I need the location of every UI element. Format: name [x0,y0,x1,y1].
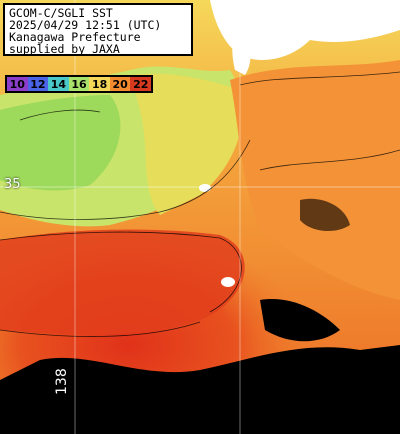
kuroshio-core [0,229,245,335]
legend-label: 14 [50,77,67,91]
info-box: GCOM-C/SGLI SST 2025/04/29 12:51 (UTC) K… [3,3,193,56]
legend-label: 10 [9,77,25,91]
latitude-label: 35 [4,177,21,192]
legend-label: 20 [112,77,128,91]
credit: supplied by JAXA [9,42,120,56]
sst-contours [0,71,400,337]
temperature-legend: 10 12 14 16 18 20 22 [5,75,153,93]
island [199,184,211,192]
legend-cell-18: 18 [89,77,110,91]
legend-cell-12: 12 [27,77,49,91]
island [221,277,235,287]
legend-cell-16: 16 [68,77,90,91]
legend-label: 18 [91,77,108,91]
legend-cell-20: 20 [109,77,131,91]
legend-cell-10: 10 [7,77,28,91]
peninsula [232,20,251,75]
legend-cell-14: 14 [48,77,69,91]
legend-label: 22 [133,77,149,91]
legend-label: 16 [71,77,87,91]
sensor-title: GCOM-C/SGLI SST [9,6,113,20]
cloud-mask-patch [260,299,340,342]
longitude-label: 138 [54,368,70,395]
timestamp: 2025/04/29 12:51 (UTC) [9,18,162,32]
region-name: Kanagawa Prefecture [9,30,141,44]
legend-cell-22: 22 [130,77,152,91]
cooler-coastal-core [0,95,121,191]
cloud-mask-patch-2 [300,198,350,232]
coastal-yellow-band [130,73,243,215]
land-area [210,0,400,60]
legend-label: 12 [30,77,46,91]
cloud-mask-south [0,345,400,434]
